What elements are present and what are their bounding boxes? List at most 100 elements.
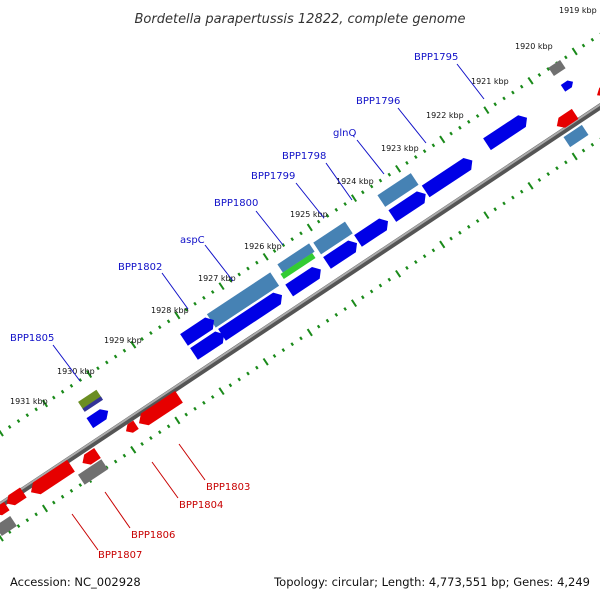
ruler-tick bbox=[237, 272, 242, 277]
gene-arrow[interactable] bbox=[560, 78, 575, 92]
gene-arrow[interactable] bbox=[218, 289, 286, 341]
kbp-label: 1919 kbp bbox=[559, 6, 597, 15]
ruler-tick bbox=[458, 230, 462, 235]
ruler-tick bbox=[272, 248, 277, 253]
gene-block[interactable] bbox=[0, 516, 17, 536]
ruler-tick bbox=[439, 135, 446, 144]
ruler-tick bbox=[343, 307, 347, 311]
gene-label[interactable]: BPP1805 bbox=[10, 333, 54, 344]
kbp-label: 1929 kbp bbox=[104, 336, 142, 345]
gene-arrow-reverse[interactable] bbox=[0, 501, 10, 518]
gene-arrow-reverse[interactable] bbox=[554, 108, 579, 131]
ruler-tick bbox=[431, 248, 436, 253]
ruler-tick bbox=[519, 189, 524, 194]
ruler-tick bbox=[86, 370, 93, 379]
gene-block[interactable] bbox=[206, 272, 280, 328]
gene-arrow[interactable] bbox=[180, 314, 218, 346]
ruler-tick bbox=[218, 282, 225, 291]
genome-backbone bbox=[0, 103, 600, 509]
gene-block[interactable] bbox=[277, 243, 315, 273]
gene-arrow-reverse[interactable] bbox=[135, 390, 183, 429]
gene-block-olive[interactable] bbox=[78, 389, 104, 412]
ruler-tick bbox=[41, 399, 49, 408]
gene-label[interactable]: BPP1804 bbox=[179, 500, 223, 511]
gene-block[interactable] bbox=[563, 124, 589, 148]
ruler-tick bbox=[51, 395, 56, 400]
ruler-tick bbox=[16, 419, 21, 424]
gene-arrow[interactable] bbox=[323, 237, 361, 269]
gene-label[interactable]: glnQ bbox=[333, 128, 356, 139]
gene-label[interactable]: BPP1799 bbox=[251, 171, 295, 182]
ruler-tick bbox=[157, 430, 162, 435]
ruler-tick bbox=[60, 389, 65, 394]
ruler-tick bbox=[113, 459, 118, 464]
ruler-tick bbox=[537, 72, 542, 77]
gene-label[interactable]: BPP1803 bbox=[206, 482, 250, 493]
gene-label[interactable]: BPP1798 bbox=[282, 151, 326, 162]
gene-block[interactable] bbox=[548, 59, 566, 77]
ruler-tick bbox=[369, 184, 374, 189]
kbp-label: 1922 kbp bbox=[426, 111, 464, 120]
gene-label[interactable]: BPP1806 bbox=[131, 530, 175, 541]
ruler-tick bbox=[449, 236, 453, 241]
gene-arrow-reverse[interactable] bbox=[123, 420, 139, 436]
gene-arrow-reverse[interactable] bbox=[594, 83, 600, 99]
ruler-tick bbox=[571, 47, 578, 56]
bottom-label-leaders bbox=[71, 443, 206, 551]
reverse-strand-genes bbox=[0, 83, 600, 536]
outer-tick-track bbox=[0, 32, 600, 437]
kbp-label: 1924 kbp bbox=[336, 177, 374, 186]
kbp-label: 1923 kbp bbox=[381, 144, 419, 153]
ruler-tick bbox=[493, 102, 498, 107]
gene-arrow[interactable] bbox=[190, 328, 228, 360]
gene-label[interactable]: BPP1795 bbox=[414, 52, 458, 63]
ruler-tick bbox=[104, 360, 109, 365]
gene-label[interactable]: BPP1796 bbox=[356, 96, 400, 107]
gene-block[interactable] bbox=[377, 173, 419, 207]
ruler-tick bbox=[422, 149, 427, 154]
ruler-tick bbox=[527, 76, 534, 85]
ruler-tick bbox=[590, 142, 595, 147]
gene-arrow[interactable] bbox=[285, 264, 324, 297]
gene-arrow[interactable] bbox=[354, 215, 392, 247]
gene-arrow-reverse[interactable] bbox=[27, 459, 75, 498]
gene-arrow[interactable] bbox=[421, 155, 476, 198]
ruler-tick bbox=[360, 295, 365, 300]
ruler-tick bbox=[113, 354, 118, 359]
gene-block-green[interactable] bbox=[280, 253, 316, 279]
ruler-tick bbox=[16, 524, 21, 529]
gene-label[interactable]: aspC bbox=[180, 235, 205, 246]
ruler-tick bbox=[306, 223, 313, 232]
ruler-tick bbox=[122, 453, 127, 458]
gene-arrow[interactable] bbox=[483, 112, 531, 151]
gene-label[interactable]: BPP1802 bbox=[118, 262, 162, 273]
gene-block[interactable] bbox=[313, 221, 353, 255]
ruler-tick bbox=[78, 378, 83, 382]
ruler-tick bbox=[511, 90, 515, 95]
ruler-tick bbox=[130, 340, 137, 349]
gene-arrow[interactable] bbox=[388, 188, 429, 222]
ruler-tick bbox=[395, 164, 402, 173]
ruler-tick bbox=[369, 289, 374, 294]
gene-label[interactable]: BPP1800 bbox=[214, 198, 258, 209]
ruler-tick bbox=[104, 465, 109, 470]
ruler-tick bbox=[387, 277, 392, 282]
gene-label[interactable]: BPP1807 bbox=[98, 550, 142, 561]
ruler-tick bbox=[246, 371, 250, 376]
gene-arrow-reverse[interactable] bbox=[79, 448, 101, 468]
ruler-tick bbox=[34, 512, 38, 517]
kbp-label: 1930 kbp bbox=[57, 367, 95, 376]
gene-block[interactable] bbox=[78, 459, 108, 485]
gene-arrow-reverse[interactable] bbox=[3, 487, 27, 508]
gene-arrow[interactable] bbox=[86, 406, 112, 429]
ruler-tick bbox=[69, 488, 74, 493]
ruler-tick bbox=[466, 224, 471, 229]
ruler-tick bbox=[546, 67, 551, 72]
ruler-tick bbox=[228, 383, 233, 388]
ruler-tick bbox=[41, 504, 49, 513]
ruler-tick bbox=[149, 436, 153, 441]
ruler-tick bbox=[350, 299, 358, 308]
inner-tick-track bbox=[0, 137, 600, 542]
topology-text: Topology: circular; Length: 4,773,551 bp… bbox=[273, 575, 590, 589]
